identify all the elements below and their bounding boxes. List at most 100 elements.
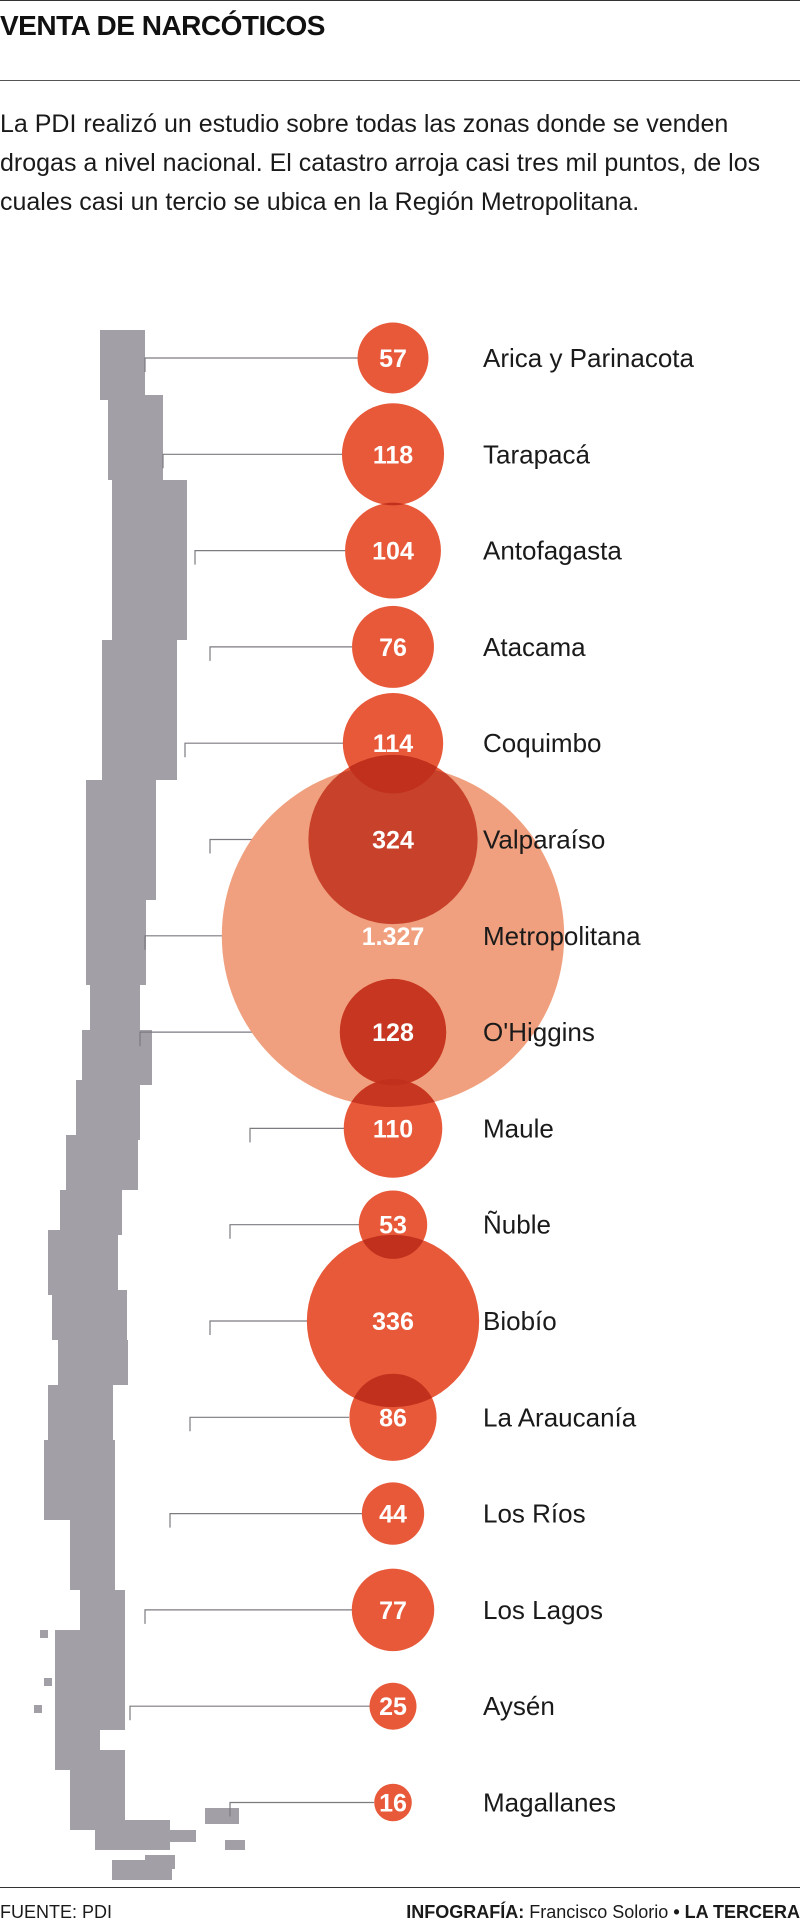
credit-label: INFOGRAFÍA:: [406, 1902, 525, 1922]
map-island: [145, 1855, 175, 1869]
region-label-nuble: Ñuble: [483, 1210, 551, 1240]
map-block: [76, 1080, 140, 1140]
chile-map: [34, 330, 245, 1880]
region-label-valparaiso: Valparaíso: [483, 825, 605, 855]
map-block: [55, 1630, 100, 1770]
region-label-arica-y-parinacota: Arica y Parinacota: [483, 343, 695, 373]
map-block: [102, 640, 177, 780]
map-block: [82, 1030, 152, 1085]
map-block: [95, 1820, 170, 1850]
bubble-metropolitana: [221, 764, 565, 1108]
value-label-valparaiso: 324: [372, 827, 414, 855]
region-labels: Arica y Parinacota Tarapacá Antofagasta Ata…: [483, 343, 695, 1818]
leader-line: [129, 1705, 370, 1721]
leader-line: [144, 357, 358, 372]
map-block: [112, 480, 187, 640]
title-rule: [0, 80, 800, 81]
value-label-la-araucania: 86: [379, 1404, 407, 1432]
bubble-tarapaca: [341, 403, 445, 506]
value-label-atacama: 76: [379, 634, 407, 662]
region-label-coquimbo: Coquimbo: [483, 728, 602, 758]
map-block: [60, 1190, 122, 1235]
region-label-magallanes: Magallanes: [483, 1788, 616, 1818]
map-block: [48, 1385, 113, 1440]
region-label-atacama: Atacama: [483, 632, 586, 662]
bubble-overlap: [358, 1234, 428, 1259]
value-label-antofagasta: 104: [372, 538, 414, 566]
map-block: [70, 1440, 115, 1590]
region-label-aysen: Aysén: [483, 1691, 555, 1721]
leader-line: [229, 1801, 374, 1817]
map-block: [52, 1290, 127, 1340]
value-label-coquimbo: 114: [373, 730, 413, 758]
map-island: [40, 1630, 48, 1638]
value-label-biobio: 336: [372, 1308, 414, 1336]
map-block: [58, 1340, 128, 1385]
map-block: [86, 780, 156, 900]
leader-line: [169, 1512, 362, 1528]
top-rule: [0, 0, 800, 1]
value-label-arica-y-parinacota: 57: [379, 345, 407, 373]
leader-line: [189, 1416, 349, 1432]
bubble-antofagasta: [345, 502, 441, 599]
bubble-biobio: [306, 1234, 480, 1408]
leader-line: [194, 550, 345, 565]
region-label-antofagasta: Antofagasta: [483, 536, 622, 566]
footer-credit: INFOGRAFÍA: Francisco Solorio • LA TERCE…: [406, 1902, 800, 1923]
value-label-nuble: 53: [379, 1212, 407, 1240]
region-label-los-rios: Los Ríos: [483, 1499, 586, 1529]
chart-title: VENTA DE NARCÓTICOS: [0, 10, 325, 41]
region-label-biobio: Biobío: [483, 1306, 557, 1336]
region-label-maule: Maule: [483, 1113, 554, 1143]
map-island: [205, 1808, 239, 1824]
value-label-magallanes: 16: [379, 1790, 407, 1818]
map-block: [100, 330, 145, 400]
publication-name: LA TERCERA: [684, 1902, 800, 1922]
map-block: [108, 395, 163, 480]
value-label-los-lagos: 77: [379, 1597, 407, 1625]
map-island: [44, 1678, 52, 1686]
value-label-tarapaca: 118: [373, 441, 413, 469]
intro-text: La PDI realizó un estudio sobre todas la…: [0, 110, 761, 216]
bubble-arica-y-parinacota: [357, 322, 429, 394]
map-block: [70, 1750, 125, 1830]
credit-name: Francisco Solorio: [529, 1902, 669, 1922]
bubble-los-rios: [361, 1482, 425, 1545]
bubble-magallanes: [374, 1783, 412, 1822]
region-label-la-araucania: La Araucanía: [483, 1402, 637, 1432]
bubble-los-lagos: [351, 1568, 435, 1652]
bubble-atacama: [352, 605, 434, 688]
value-label-maule: 110: [373, 1115, 413, 1143]
region-label-o-higgins: O'Higgins: [483, 1017, 595, 1047]
map-block: [86, 900, 146, 985]
bubble-overlap: [339, 978, 447, 1086]
footer-source: FUENTE: PDI: [0, 1902, 113, 1922]
bubble-overlaps: [308, 502, 478, 1408]
map-island: [34, 1705, 42, 1713]
chart-area: 57 118 104 76 114 324 1.327 128 110 53 336 86 44 77 25…: [34, 322, 695, 1880]
leader-line: [209, 646, 352, 661]
bottom-rule: [0, 1887, 800, 1888]
leader-line: [144, 935, 222, 950]
bubble-aysen: [369, 1682, 417, 1730]
leader-line: [249, 1127, 344, 1143]
map-block: [48, 1230, 118, 1295]
value-labels: 57 118 104 76 114 324 1.327 128 110 53 336 86 44 77 25…: [362, 345, 425, 1818]
region-label-los-lagos: Los Lagos: [483, 1595, 603, 1625]
value-label-los-rios: 44: [379, 1501, 407, 1529]
region-label-tarapaca: Tarapacá: [483, 439, 590, 469]
value-label-o-higgins: 128: [372, 1019, 414, 1047]
value-label-metropolitana: 1.327: [362, 923, 425, 951]
value-label-aysen: 25: [379, 1693, 407, 1721]
bubble-overlap: [343, 1079, 443, 1108]
leader-line: [229, 1224, 359, 1239]
leader-line: [162, 453, 342, 469]
credit-separator: •: [673, 1902, 680, 1922]
map-block: [66, 1135, 138, 1190]
map-island: [225, 1840, 245, 1850]
map-island: [56, 1652, 63, 1662]
map-block: [90, 985, 140, 1030]
bubble-overlap: [308, 764, 478, 925]
map-island: [170, 1830, 196, 1842]
region-label-metropolitana: Metropolitana: [483, 921, 641, 951]
